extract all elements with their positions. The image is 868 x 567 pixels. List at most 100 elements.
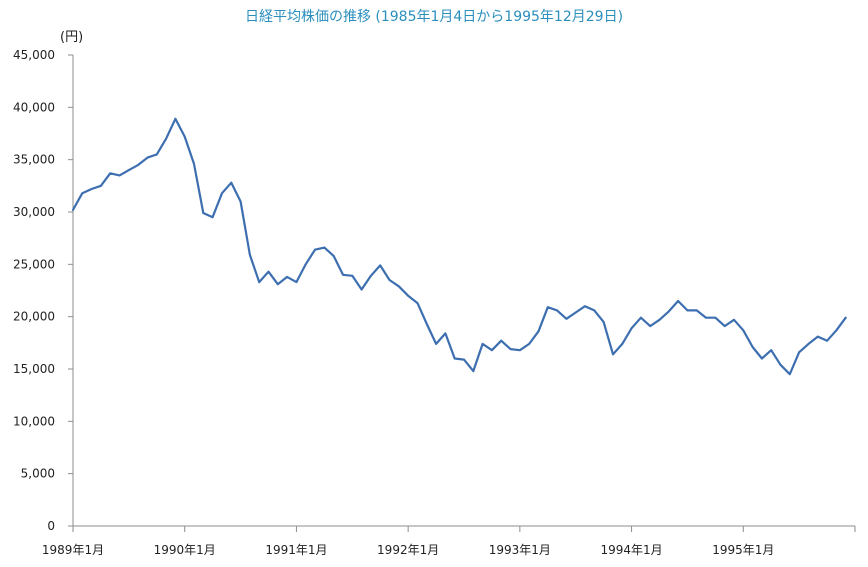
data-point — [435, 343, 437, 345]
data-point — [211, 216, 214, 219]
data-point — [453, 357, 456, 360]
data-point — [416, 302, 419, 304]
series-line — [71, 117, 847, 376]
data-point — [779, 364, 782, 366]
data-point — [742, 329, 745, 332]
data-point — [379, 264, 382, 267]
y-tick-label: 35,000 — [13, 153, 55, 167]
data-point — [174, 118, 177, 120]
data-point — [239, 200, 242, 203]
data-point — [202, 212, 205, 214]
data-point — [584, 305, 586, 308]
data-point — [472, 370, 475, 372]
data-point — [267, 270, 270, 273]
data-point — [481, 343, 484, 345]
data-point — [72, 209, 74, 211]
data-point — [100, 185, 102, 187]
data-point — [640, 316, 642, 319]
y-tick-label: 25,000 — [13, 257, 55, 271]
data-point — [304, 263, 307, 266]
x-tick-label: 1994年1月 — [600, 543, 662, 557]
x-tick-label: 1995年1月 — [712, 543, 774, 557]
data-point — [695, 309, 698, 312]
data-point — [761, 357, 763, 360]
x-tick-label: 1993年1月 — [489, 543, 551, 557]
data-point — [574, 311, 577, 314]
data-point — [630, 327, 633, 329]
series-layer — [71, 117, 847, 376]
data-point — [286, 276, 288, 278]
data-point — [565, 317, 568, 320]
y-tick-label: 45,000 — [13, 48, 55, 62]
y-tick-label: 15,000 — [13, 362, 55, 376]
data-point — [407, 294, 409, 297]
data-point — [295, 281, 298, 283]
data-point — [118, 174, 121, 177]
data-point — [500, 339, 503, 342]
data-point — [388, 279, 391, 281]
data-point — [733, 319, 735, 321]
data-point — [137, 164, 139, 166]
y-tick-label: 30,000 — [13, 205, 55, 219]
data-point — [314, 248, 316, 251]
y-tick-label: 0 — [47, 519, 55, 533]
data-point — [593, 309, 596, 312]
data-point — [770, 349, 773, 351]
x-tick-label: 1990年1月 — [154, 543, 216, 557]
y-tick-label: 5,000 — [21, 467, 55, 481]
data-point — [249, 254, 251, 256]
data-point — [221, 192, 223, 194]
data-point — [844, 316, 847, 319]
data-point — [323, 246, 326, 249]
data-point — [705, 316, 707, 319]
data-point — [165, 137, 167, 140]
data-point — [612, 353, 614, 356]
x-tick-label: 1992年1月 — [377, 543, 439, 557]
y-tick-label: 20,000 — [13, 310, 55, 324]
data-point — [723, 325, 726, 327]
data-point — [649, 325, 651, 327]
data-point — [230, 181, 233, 184]
data-point — [90, 188, 93, 190]
data-point — [677, 300, 679, 302]
data-point — [519, 349, 521, 351]
data-point — [556, 309, 558, 312]
data-point — [751, 346, 754, 348]
data-point — [370, 275, 372, 277]
data-point — [686, 309, 689, 312]
data-point — [398, 285, 400, 288]
data-point — [807, 343, 810, 345]
data-point — [816, 335, 819, 338]
data-point — [351, 275, 354, 277]
data-point — [193, 163, 195, 165]
data-point — [528, 343, 530, 345]
data-point — [277, 283, 279, 286]
data-point — [602, 321, 605, 323]
data-point — [798, 351, 800, 354]
data-point — [546, 306, 549, 309]
data-point — [342, 274, 344, 276]
data-point — [155, 153, 158, 156]
y-axis-unit: (円) — [60, 30, 84, 45]
data-point — [621, 343, 624, 345]
data-point — [146, 156, 149, 159]
data-point — [109, 172, 112, 175]
data-point — [444, 332, 447, 335]
data-point — [463, 358, 465, 361]
data-point — [835, 329, 838, 332]
data-point — [258, 281, 260, 283]
data-point — [826, 339, 828, 342]
y-tick-label: 40,000 — [13, 100, 55, 114]
data-point — [668, 310, 670, 313]
data-point — [425, 323, 428, 325]
data-point — [658, 319, 661, 321]
x-axis: 1989年1月 1990年1月 1991年1月 1992年1月 1993年1月 1994年… — [42, 525, 856, 557]
data-point — [789, 373, 791, 376]
x-tick-label: 1989年1月 — [42, 543, 104, 557]
data-point — [360, 288, 363, 291]
x-tick-label: 1991年1月 — [265, 543, 327, 557]
chart-title: 日経平均株価の推移 (1985年1月4日から1995年12月29日) — [244, 9, 624, 25]
y-tick-label: 10,000 — [13, 414, 55, 428]
data-point — [332, 255, 335, 257]
